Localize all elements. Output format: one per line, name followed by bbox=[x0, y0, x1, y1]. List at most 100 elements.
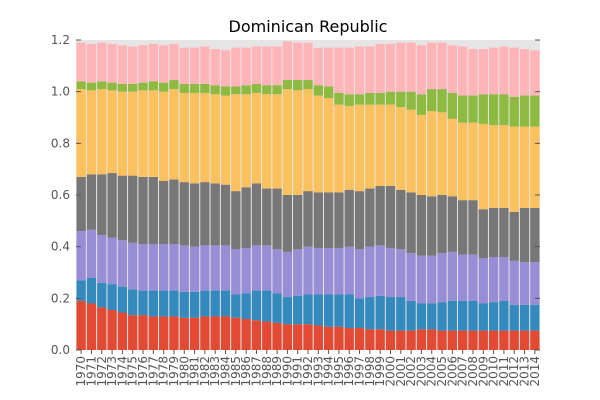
bar-segment bbox=[478, 94, 488, 124]
bar-segment bbox=[458, 330, 468, 350]
bar-segment bbox=[354, 249, 365, 299]
bar-segment bbox=[220, 316, 231, 350]
bars-layer bbox=[76, 41, 540, 350]
bar-segment bbox=[282, 195, 293, 252]
bar-segment bbox=[530, 126, 540, 208]
bar-segment bbox=[158, 316, 169, 350]
bar-segment bbox=[200, 316, 210, 350]
bar-segment bbox=[488, 47, 499, 95]
bar-segment bbox=[396, 297, 406, 331]
bar-segment bbox=[179, 83, 189, 93]
x-axis: 1970197119721973197419751976197719781979… bbox=[74, 350, 542, 387]
bar-segment bbox=[293, 295, 303, 325]
bar-segment bbox=[447, 118, 458, 197]
bar-segment bbox=[231, 294, 241, 318]
bar-segment bbox=[478, 258, 488, 304]
bar-segment bbox=[128, 242, 138, 290]
bar-segment bbox=[488, 94, 499, 126]
bar-segment bbox=[128, 83, 138, 92]
x-tick-label: 1991 bbox=[291, 356, 305, 387]
bar-segment bbox=[313, 192, 323, 248]
bar-segment bbox=[303, 89, 313, 192]
bar-segment bbox=[530, 50, 540, 96]
y-tick-label: 0.2 bbox=[51, 291, 70, 305]
bar-segment bbox=[499, 94, 509, 126]
bar-segment bbox=[148, 43, 158, 82]
bar-segment bbox=[416, 303, 427, 330]
x-tick-label: 1994 bbox=[322, 356, 336, 387]
bar-segment bbox=[210, 49, 220, 86]
bar-segment bbox=[189, 92, 200, 184]
bar-segment bbox=[499, 207, 509, 257]
bar-segment bbox=[313, 85, 323, 96]
bar-segment bbox=[241, 94, 251, 188]
bar-segment bbox=[313, 95, 323, 193]
bar-segment bbox=[86, 82, 97, 91]
bar-segment bbox=[416, 94, 427, 115]
bar-segment bbox=[323, 86, 334, 99]
bar-segment bbox=[251, 320, 262, 350]
bar-segment bbox=[396, 189, 406, 250]
bar-segment bbox=[251, 92, 262, 184]
bar-segment bbox=[385, 247, 396, 298]
bar-segment bbox=[334, 104, 344, 193]
bar-segment bbox=[519, 330, 530, 350]
bar-segment bbox=[169, 80, 179, 90]
x-tick-label: 2003 bbox=[414, 356, 428, 387]
bar-segment bbox=[272, 46, 282, 86]
bar-segment bbox=[416, 255, 427, 304]
bar-segment bbox=[169, 244, 179, 291]
bar-segment bbox=[530, 304, 540, 331]
bar-segment bbox=[158, 290, 169, 317]
bar-segment bbox=[468, 95, 478, 123]
bar-segment bbox=[458, 254, 468, 301]
bar-segment bbox=[169, 89, 179, 180]
bar-segment bbox=[293, 195, 303, 250]
bar-segment bbox=[241, 187, 251, 248]
bar-segment bbox=[138, 290, 148, 316]
bar-segment bbox=[138, 315, 148, 350]
x-tick-label: 1996 bbox=[342, 356, 356, 387]
bar-segment bbox=[241, 247, 251, 294]
bar-segment bbox=[179, 182, 189, 246]
bar-segment bbox=[427, 111, 437, 197]
bar-segment bbox=[375, 92, 385, 105]
bar-segment bbox=[458, 122, 468, 201]
bar-segment bbox=[406, 192, 416, 254]
bar-segment bbox=[488, 257, 499, 303]
bar-segment bbox=[282, 324, 293, 350]
bar-segment bbox=[509, 47, 519, 97]
bar-segment bbox=[354, 328, 365, 350]
x-tick-label: 1997 bbox=[353, 356, 367, 387]
bar-segment bbox=[107, 43, 117, 83]
x-tick-label: 1984 bbox=[219, 356, 233, 387]
bar-segment bbox=[323, 326, 334, 350]
chart-title: Dominican Republic bbox=[229, 17, 388, 36]
bar-segment bbox=[519, 126, 530, 208]
x-tick-label: 1983 bbox=[208, 356, 222, 387]
bar-segment bbox=[458, 95, 468, 123]
bar-segment bbox=[293, 42, 303, 81]
bar-segment bbox=[468, 330, 478, 350]
y-tick-label: 0.4 bbox=[51, 240, 70, 254]
bar-segment bbox=[354, 191, 365, 250]
bar-segment bbox=[251, 83, 262, 93]
bar-segment bbox=[334, 192, 344, 248]
bar-segment bbox=[128, 46, 138, 84]
x-tick-label: 2002 bbox=[404, 356, 418, 387]
bar-segment bbox=[334, 294, 344, 327]
bar-segment bbox=[437, 112, 447, 195]
x-tick-label: 2007 bbox=[456, 356, 470, 387]
bar-segment bbox=[169, 290, 179, 317]
bar-segment bbox=[210, 94, 220, 184]
bar-segment bbox=[138, 45, 148, 83]
bar-segment bbox=[478, 303, 488, 331]
x-tick-label: 1986 bbox=[239, 356, 253, 387]
bar-segment bbox=[344, 294, 354, 329]
bar-segment bbox=[530, 207, 540, 263]
bar-segment bbox=[210, 245, 220, 291]
bar-segment bbox=[447, 196, 458, 252]
bar-segment bbox=[323, 294, 334, 327]
bar-segment bbox=[323, 247, 334, 295]
x-tick-label: 1978 bbox=[157, 356, 171, 387]
